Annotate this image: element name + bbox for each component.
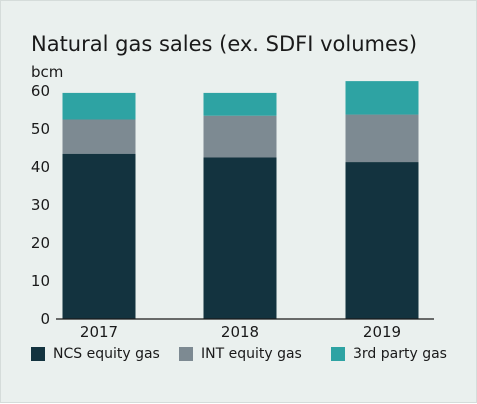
bar-segment-int-equity-gas-2019 bbox=[345, 114, 419, 163]
y-axis-unit-label: bcm bbox=[31, 63, 64, 81]
y-tick-label: 40 bbox=[31, 158, 50, 176]
bar-segment-int-equity-gas-2017 bbox=[62, 119, 136, 154]
legend-swatch-int-equity-gas bbox=[179, 347, 193, 361]
y-tick-label: 50 bbox=[31, 120, 50, 138]
legend-swatch-3rd-party-gas bbox=[331, 347, 345, 361]
legend-label-int-equity-gas: INT equity gas bbox=[201, 346, 302, 362]
y-tick-label: 30 bbox=[31, 196, 50, 214]
y-tick-label: 0 bbox=[40, 310, 50, 328]
bar-segment-3rd-party-gas-2019 bbox=[345, 81, 419, 115]
legend-swatch-ncs-equity-gas bbox=[31, 347, 45, 361]
x-tick-label-2018: 2018 bbox=[221, 323, 259, 341]
x-tick-label-2019: 2019 bbox=[363, 323, 401, 341]
legend-label-ncs-equity-gas: NCS equity gas bbox=[53, 346, 160, 362]
chart-legend: NCS equity gas INT equity gas 3rd party … bbox=[1, 346, 477, 366]
legend-item-int-equity-gas: INT equity gas bbox=[179, 346, 302, 362]
bar-segment-3rd-party-gas-2017 bbox=[62, 92, 136, 120]
y-tick-label: 10 bbox=[31, 272, 50, 290]
bar-segment-ncs-equity-gas-2019 bbox=[345, 162, 419, 319]
bar-segment-3rd-party-gas-2018 bbox=[203, 92, 277, 116]
legend-item-3rd-party-gas: 3rd party gas bbox=[331, 346, 447, 362]
y-tick-label: 60 bbox=[31, 82, 50, 100]
x-tick-label-2017: 2017 bbox=[80, 323, 118, 341]
bar-segment-ncs-equity-gas-2017 bbox=[62, 153, 136, 319]
chart-title: Natural gas sales (ex. SDFI volumes) bbox=[31, 32, 418, 56]
bar-segment-ncs-equity-gas-2018 bbox=[203, 157, 277, 319]
y-tick-label: 20 bbox=[31, 234, 50, 252]
legend-item-ncs-equity-gas: NCS equity gas bbox=[31, 346, 160, 362]
legend-label-3rd-party-gas: 3rd party gas bbox=[353, 346, 447, 362]
bar-segment-int-equity-gas-2018 bbox=[203, 115, 277, 158]
